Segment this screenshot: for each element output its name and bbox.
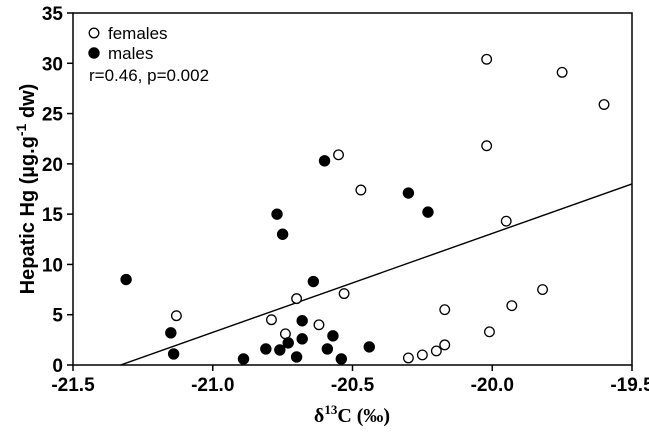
x-tick-label: -20.0 [471, 375, 514, 396]
male-point [296, 333, 308, 345]
male-point [402, 187, 415, 199]
male-point [422, 206, 434, 218]
legend-label-females: females [108, 24, 168, 43]
y-axis-label-main: Hepatic Hg (µg.g [17, 136, 39, 294]
female-point [481, 53, 493, 65]
female-point [430, 345, 442, 357]
data-points [120, 53, 610, 365]
female-point [333, 149, 344, 161]
legend-marker-females [88, 27, 100, 39]
x-axis-label-superscript: 13 [324, 402, 338, 417]
male-point [335, 353, 348, 365]
correlation-annotation: r=0.46, p=0.002 [89, 66, 209, 85]
female-point [313, 319, 325, 331]
male-point [296, 315, 308, 327]
female-point [439, 304, 451, 316]
x-tick-label: -20.5 [331, 375, 375, 396]
male-point [290, 351, 303, 363]
female-point [265, 314, 277, 326]
x-axis-label-main: C (‰) [337, 405, 390, 427]
x-tick-label: -19.5 [610, 375, 649, 396]
y-tick-label: 25 [42, 105, 64, 126]
y-tick-label: 30 [42, 54, 63, 75]
regression-line [120, 183, 633, 366]
male-point [237, 353, 250, 365]
male-point [120, 273, 132, 286]
female-point [439, 339, 451, 351]
x-tick-label: -21.5 [51, 375, 95, 396]
x-axis-label-symbol: δ [314, 405, 324, 427]
legend-marker-males [88, 47, 100, 59]
male-point [327, 330, 339, 342]
female-point [537, 284, 549, 296]
female-point [338, 288, 350, 300]
y-axis-label-suffix: dw) [17, 84, 39, 124]
female-point [416, 349, 428, 361]
male-point [276, 228, 289, 240]
y-axis-label-superscript: -1 [13, 123, 29, 136]
female-point [402, 352, 414, 364]
female-point [556, 66, 568, 78]
male-point [321, 343, 334, 355]
male-point [363, 341, 375, 353]
male-point [271, 208, 283, 220]
male-point [165, 327, 177, 339]
x-axis-label: δ13C (‰) [314, 402, 390, 427]
female-point [279, 328, 291, 340]
y-axis-ticks: 0 5 10 15 20 25 30 35 [42, 4, 73, 377]
male-point [167, 348, 180, 360]
male-point [318, 155, 331, 167]
female-point [291, 293, 303, 305]
x-axis-ticks: -21.5 -21.0 -20.5 -20.0 -19.5 [51, 365, 649, 396]
y-tick-label: 15 [42, 205, 64, 226]
female-point [506, 300, 518, 312]
legend: females males [88, 24, 168, 63]
male-point [260, 343, 272, 355]
y-tick-label: 20 [42, 155, 63, 176]
male-point [274, 344, 286, 356]
y-axis-label: Hepatic Hg (µg.g-1 dw) [13, 84, 39, 295]
female-point [484, 326, 495, 338]
y-tick-label: 0 [52, 356, 63, 377]
female-point [598, 99, 610, 110]
legend-label-males: males [108, 44, 153, 63]
female-point [355, 184, 367, 196]
female-point [500, 215, 512, 227]
male-point [282, 337, 294, 349]
x-tick-label: -21.0 [191, 375, 234, 396]
male-point [307, 275, 320, 288]
y-tick-label: 5 [52, 306, 63, 327]
y-tick-label: 35 [42, 4, 64, 25]
y-tick-label: 10 [42, 255, 63, 276]
female-point [481, 140, 493, 152]
female-point [170, 310, 182, 322]
